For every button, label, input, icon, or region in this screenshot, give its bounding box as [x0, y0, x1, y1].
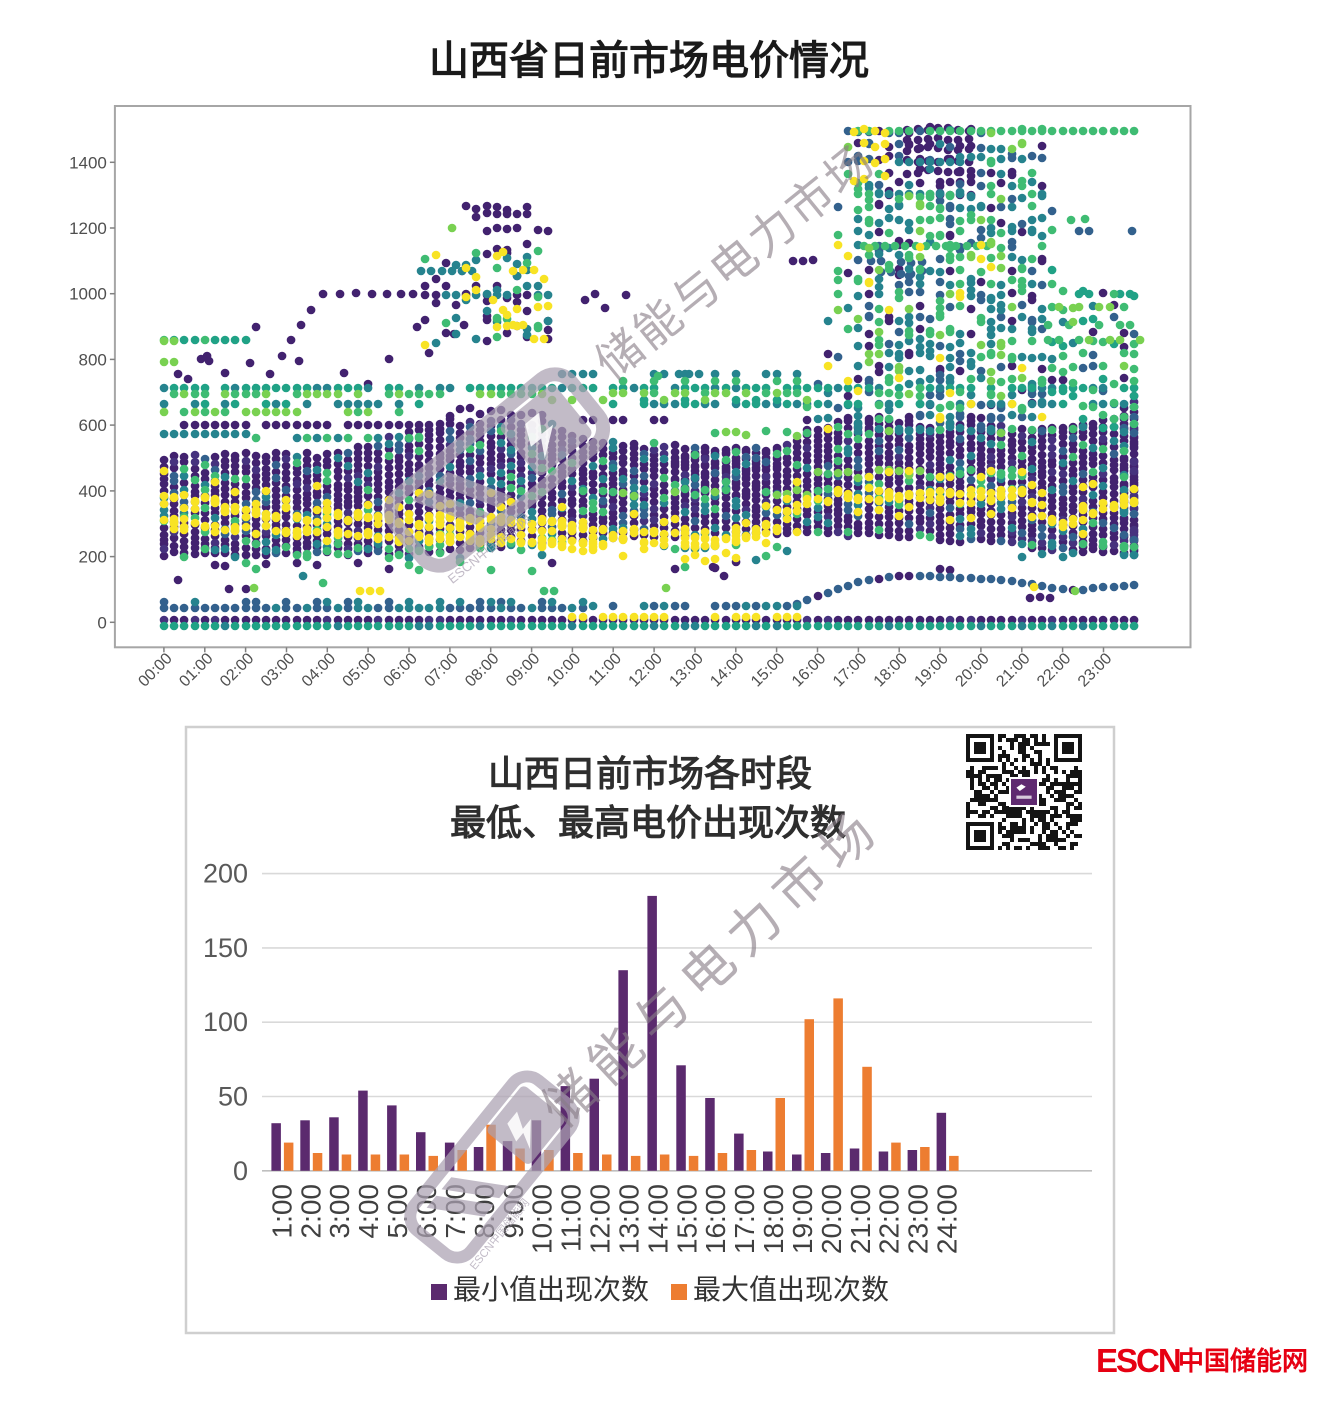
svg-text:100: 100: [203, 1007, 248, 1037]
svg-text:0: 0: [233, 1156, 248, 1186]
svg-text:中国储能网: 中国储能网: [1178, 1346, 1308, 1376]
svg-text:21:00: 21:00: [845, 1184, 876, 1254]
svg-text:400: 400: [79, 482, 107, 501]
svg-text:800: 800: [79, 350, 107, 369]
svg-text:10:00: 10:00: [527, 1184, 558, 1254]
svg-text:最大值出现次数: 最大值出现次数: [693, 1274, 889, 1305]
svg-text:50: 50: [218, 1082, 248, 1112]
svg-text:3:00: 3:00: [324, 1184, 355, 1239]
svg-text:最低、最高电价出现次数: 最低、最高电价出现次数: [450, 802, 846, 843]
svg-text:22:00: 22:00: [874, 1184, 905, 1254]
svg-text:山西日前市场各时段: 山西日前市场各时段: [488, 753, 812, 794]
svg-text:最小值出现次数: 最小值出现次数: [453, 1274, 649, 1305]
svg-text:200: 200: [203, 859, 248, 889]
svg-text:24:00: 24:00: [932, 1184, 963, 1254]
svg-text:1000: 1000: [69, 285, 107, 304]
svg-text:12:00: 12:00: [585, 1184, 616, 1254]
svg-text:1200: 1200: [69, 219, 107, 238]
svg-text:1:00: 1:00: [266, 1184, 297, 1239]
svg-text:13:00: 13:00: [613, 1184, 644, 1254]
svg-text:山西省日前市场电价情况: 山西省日前市场电价情况: [429, 39, 869, 83]
svg-text:23:00: 23:00: [903, 1184, 934, 1254]
svg-text:600: 600: [79, 416, 107, 435]
svg-text:20:00: 20:00: [816, 1184, 847, 1254]
svg-text:200: 200: [79, 548, 107, 567]
svg-text:11:00: 11:00: [556, 1184, 587, 1252]
svg-text:16:00: 16:00: [700, 1184, 731, 1254]
svg-text:4:00: 4:00: [353, 1184, 384, 1239]
svg-text:1400: 1400: [69, 153, 107, 172]
svg-text:2:00: 2:00: [295, 1184, 326, 1239]
svg-text:150: 150: [203, 933, 248, 963]
svg-text:0: 0: [97, 613, 106, 632]
svg-text:19:00: 19:00: [787, 1184, 818, 1254]
svg-text:15:00: 15:00: [671, 1184, 702, 1254]
svg-text:ESCN: ESCN: [1096, 1342, 1180, 1379]
svg-text:18:00: 18:00: [758, 1184, 789, 1254]
svg-text:14:00: 14:00: [642, 1184, 673, 1254]
svg-text:17:00: 17:00: [729, 1184, 760, 1254]
